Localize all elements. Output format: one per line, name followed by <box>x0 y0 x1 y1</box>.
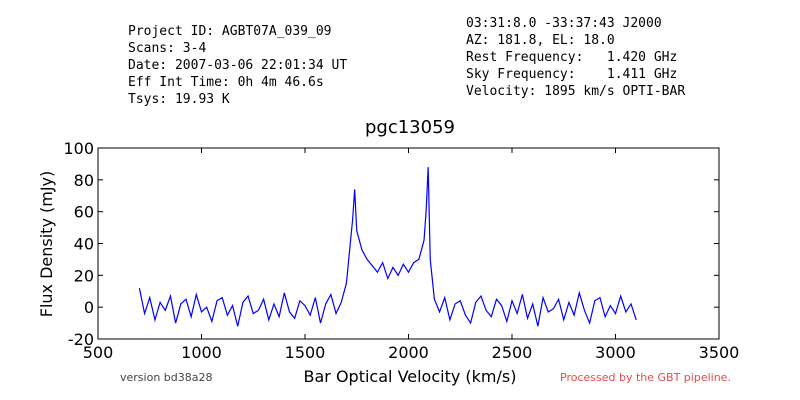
version-note: version bd38a28 <box>120 371 213 384</box>
x-tick-label: 2500 <box>492 343 533 362</box>
header-line: Scans: 3-4 <box>128 41 206 56</box>
y-tick-label: 60 <box>74 203 94 222</box>
header-line: Velocity: 1895 km/s OPTI-BAR <box>466 84 685 99</box>
chart-title: pgc13059 <box>365 117 455 138</box>
x-tick-label: 500 <box>83 343 114 362</box>
y-axis-label: Flux Density (mJy) <box>37 171 56 318</box>
y-tick-label: 40 <box>74 235 94 254</box>
plot-frame <box>97 147 720 340</box>
header-line: Rest Frequency: 1.420 GHz <box>466 50 677 65</box>
x-tick-label: 3000 <box>595 343 636 362</box>
y-tick-label: -20 <box>68 330 94 349</box>
header-line: Project ID: AGBT07A_039_09 <box>128 24 332 39</box>
spectrum-line <box>138 167 637 327</box>
y-tick-label: 0 <box>84 298 94 317</box>
x-tick-label: 3500 <box>699 343 740 362</box>
x-tick-label: 2000 <box>388 343 429 362</box>
header-line: AZ: 181.8, EL: 18.0 <box>466 33 615 48</box>
header-line: Tsys: 19.93 K <box>128 92 230 107</box>
header-line: Sky Frequency: 1.411 GHz <box>466 67 677 82</box>
x-axis-label: Bar Optical Velocity (km/s) <box>304 367 517 386</box>
pipeline-note: Processed by the GBT pipeline. <box>560 371 731 384</box>
y-tick-label: 20 <box>74 266 94 285</box>
header-line: Date: 2007-03-06 22:01:34 UT <box>128 58 347 73</box>
y-tick-label: 100 <box>63 139 94 158</box>
header-line: Eff Int Time: 0h 4m 46.6s <box>128 75 324 90</box>
y-tick-label: 80 <box>74 171 94 190</box>
x-tick-label: 1500 <box>285 343 326 362</box>
header-line: 03:31:8.0 -33:37:43 J2000 <box>466 16 662 31</box>
x-tick-label: 1000 <box>181 343 222 362</box>
